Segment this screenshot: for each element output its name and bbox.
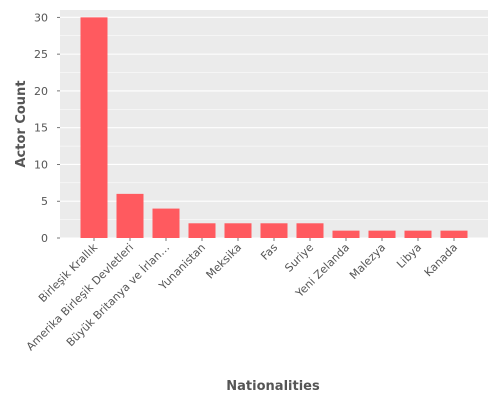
- x-tick-label: Meksika: [204, 241, 245, 282]
- bar: [440, 230, 468, 238]
- x-tick-label: Libya: [394, 241, 424, 271]
- bar: [116, 193, 144, 238]
- bars: [80, 17, 468, 238]
- x-tick-label: Suriye: [282, 241, 316, 275]
- y-axis-title: Actor Count: [14, 80, 29, 167]
- y-tick-label: 10: [34, 158, 48, 171]
- bar: [260, 223, 288, 238]
- x-tick-label: Kanada: [422, 241, 460, 279]
- y-axis-ticks: 0 5 10 15 20 25 30: [34, 11, 60, 245]
- y-tick-label: 30: [34, 11, 48, 24]
- y-tick-label: 5: [41, 195, 48, 208]
- bar: [296, 223, 324, 238]
- x-axis-title: Nationalities: [226, 379, 320, 394]
- bar: [80, 17, 108, 238]
- x-tick-label: Malezya: [347, 241, 388, 282]
- y-tick-label: 0: [41, 232, 48, 245]
- bar: [332, 230, 360, 238]
- bar: [368, 230, 396, 238]
- y-tick-label: 25: [34, 48, 48, 61]
- bar: [188, 223, 216, 238]
- bar: [404, 230, 432, 238]
- y-tick-label: 20: [34, 85, 48, 98]
- y-tick-label: 15: [34, 122, 48, 135]
- bar: [224, 223, 252, 238]
- bar: [152, 208, 180, 238]
- x-tick-label: Fas: [258, 241, 280, 263]
